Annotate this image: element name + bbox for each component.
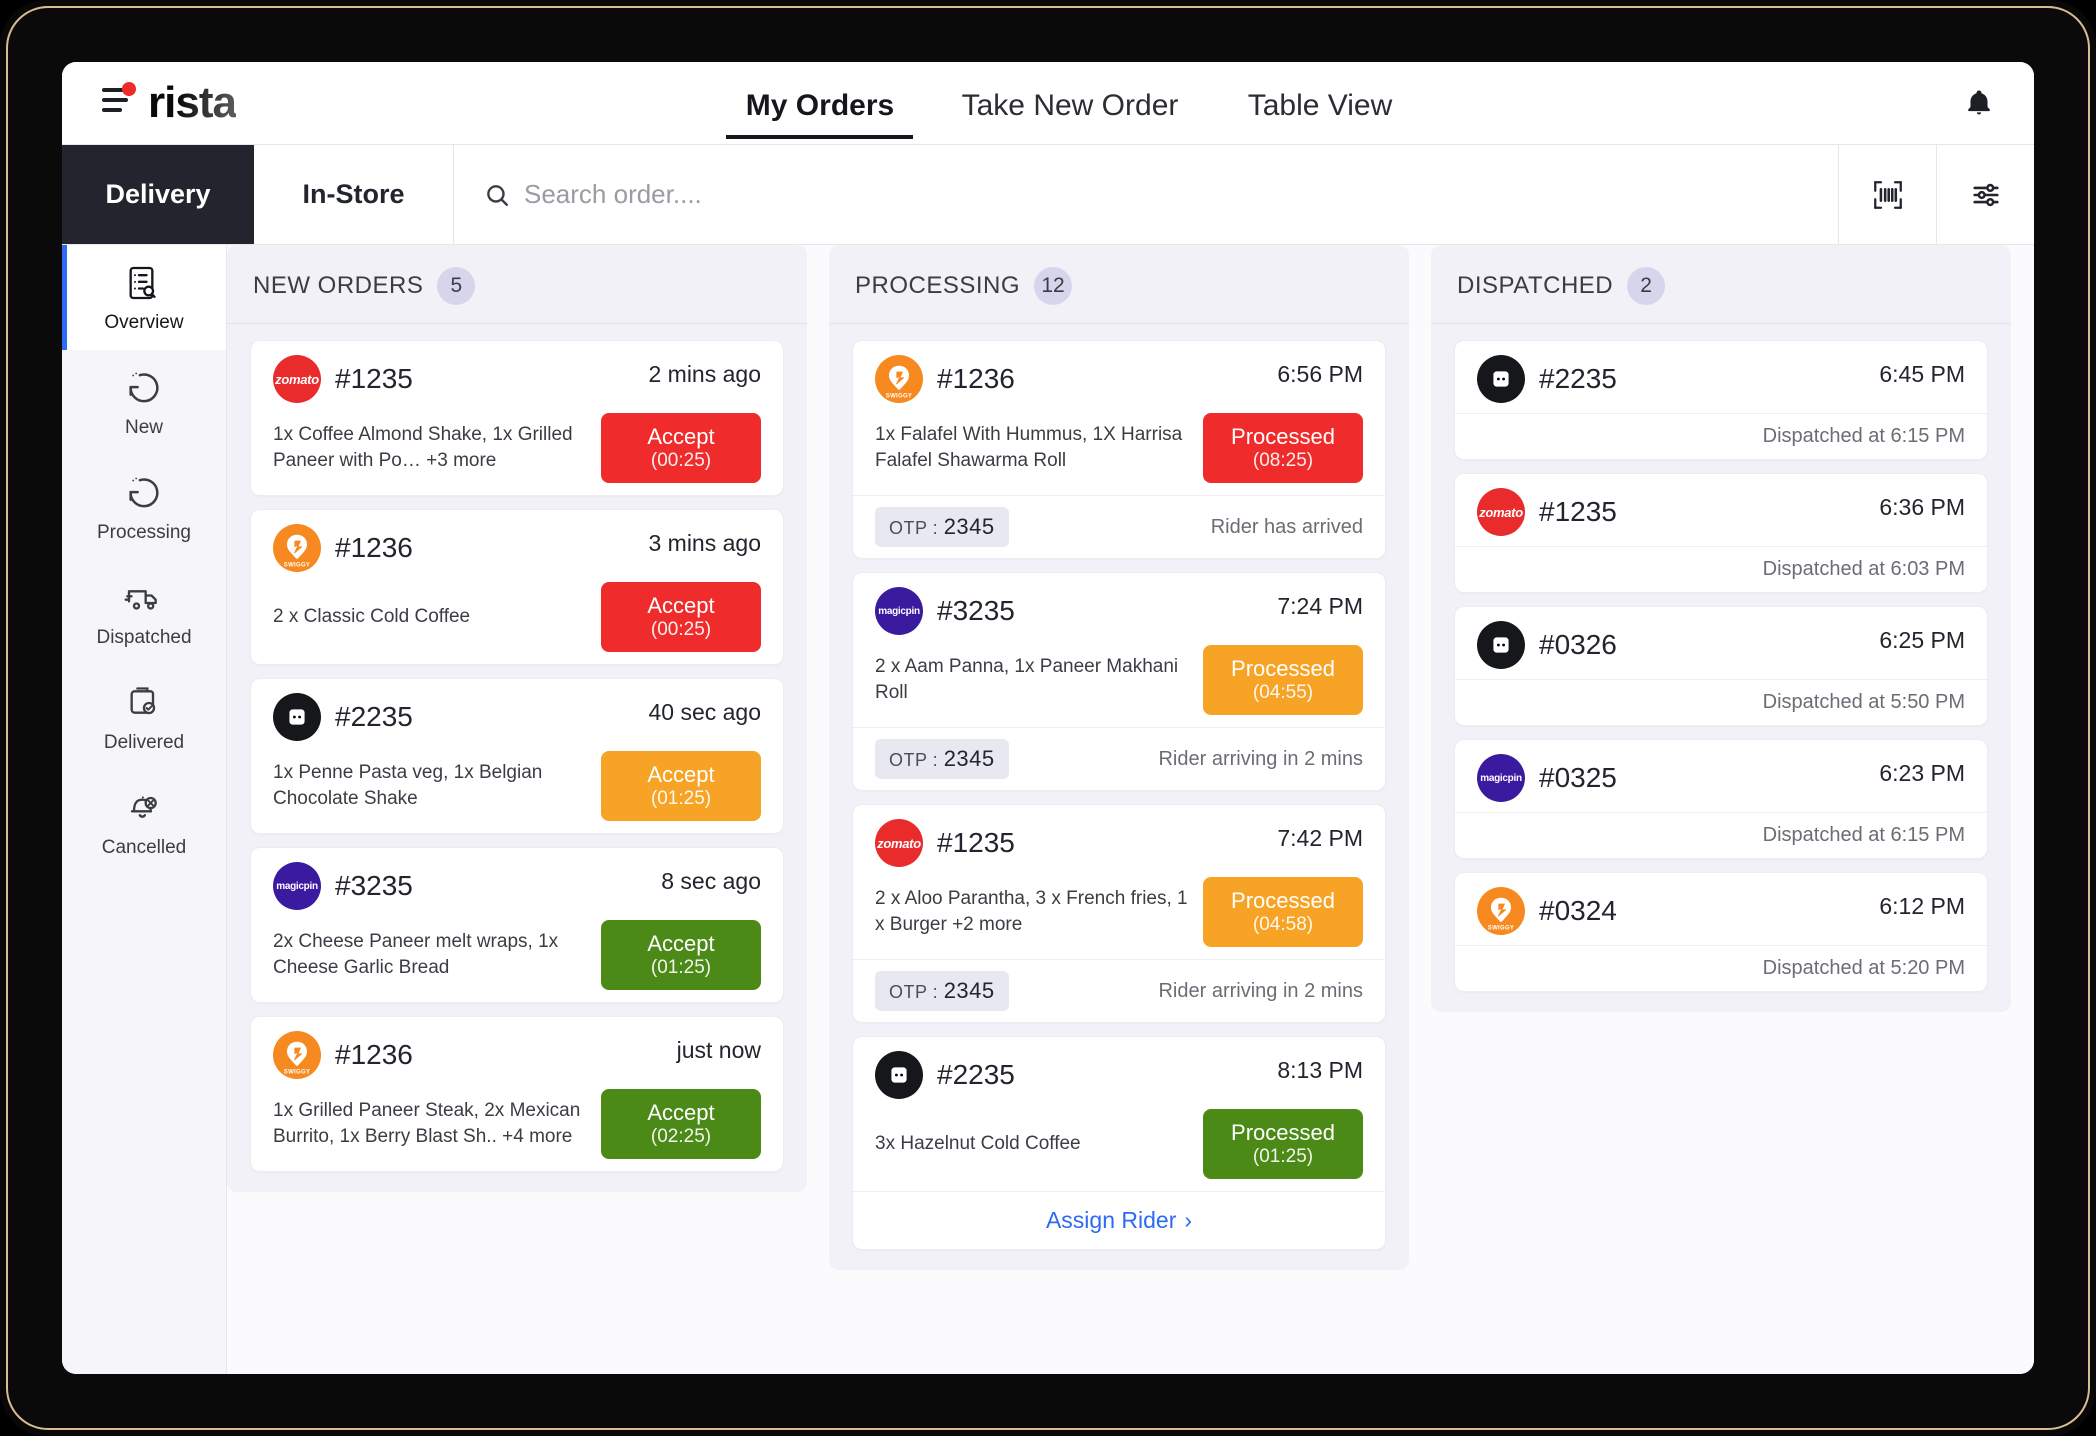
svg-text:SWIGGY: SWIGGY	[886, 394, 912, 400]
svg-text:SWIGGY: SWIGGY	[284, 1070, 310, 1076]
svg-text:SWIGGY: SWIGGY	[284, 563, 310, 569]
svg-text:SWIGGY: SWIGGY	[1488, 926, 1514, 932]
